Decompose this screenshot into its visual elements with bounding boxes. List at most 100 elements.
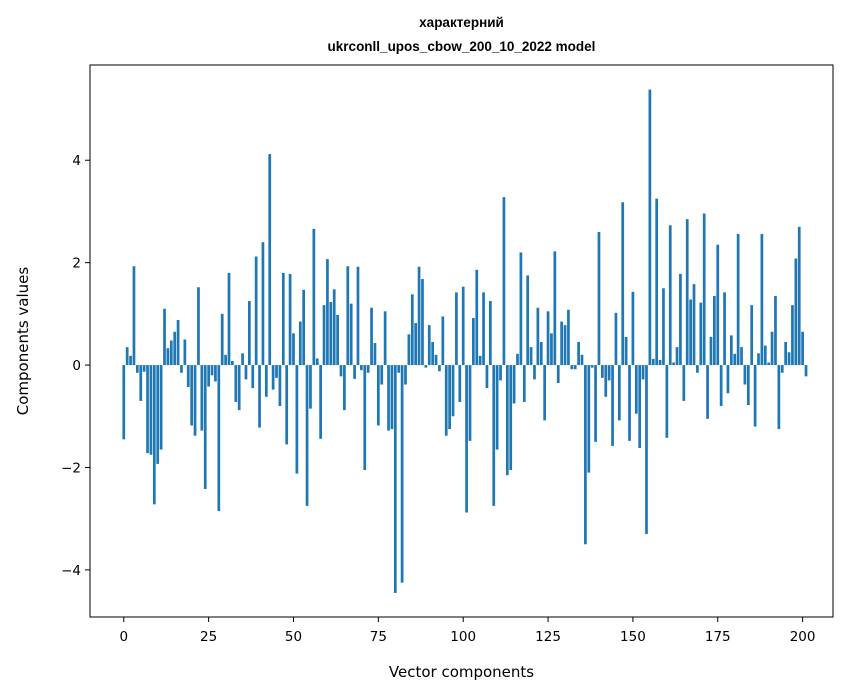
y-tick-label: 4 [72, 153, 81, 169]
bar-175 [716, 244, 720, 366]
bar-161 [668, 225, 672, 366]
x-tick-label: 50 [285, 629, 302, 645]
bar-62 [332, 289, 336, 366]
bar-56 [312, 228, 316, 366]
bar-36 [244, 365, 248, 380]
bar-113 [505, 365, 509, 476]
bar-110 [495, 365, 499, 450]
bar-81 [397, 365, 401, 373]
bar-87 [417, 266, 421, 366]
chart-title-line2: ukrconll_upos_cbow_200_10_2022 model [328, 39, 596, 54]
bar-163 [675, 347, 679, 366]
bar-137 [587, 365, 591, 473]
x-tick-label: 150 [620, 629, 646, 645]
bar-46 [278, 365, 282, 407]
bar-142 [604, 365, 608, 397]
bar-114 [509, 365, 513, 471]
bar-181 [736, 233, 740, 366]
y-axis-label: Components values [14, 267, 32, 416]
bar-61 [329, 302, 333, 366]
chart-title-line1: характерний [419, 15, 504, 30]
bar-93 [438, 365, 441, 372]
bar-101 [465, 365, 468, 513]
bar-72 [366, 365, 370, 373]
bar-6 [142, 365, 146, 372]
bar-188 [760, 233, 764, 366]
bar-30 [224, 354, 227, 366]
bar-15 [173, 331, 177, 366]
bar-29 [220, 313, 224, 366]
bar-73 [370, 307, 373, 366]
bar-8 [149, 365, 153, 455]
bar-104 [475, 269, 479, 366]
bar-49 [288, 273, 292, 366]
bar-172 [706, 365, 709, 419]
bar-51 [295, 365, 299, 474]
bar-171 [702, 213, 706, 366]
bar-39 [254, 256, 258, 366]
bar-22 [197, 287, 200, 366]
bar-48 [285, 365, 289, 445]
bar-23 [200, 365, 204, 431]
bar-5 [139, 365, 143, 401]
bar-10 [156, 365, 160, 464]
bar-14 [169, 340, 173, 366]
bar-1 [125, 347, 129, 366]
bar-198 [794, 258, 798, 366]
bar-134 [577, 342, 580, 366]
bar-178 [726, 365, 730, 394]
bar-89 [424, 365, 428, 368]
bar-98 [455, 292, 458, 366]
bar-195 [784, 342, 788, 366]
bar-0 [122, 365, 126, 440]
bar-128 [556, 365, 560, 383]
bar-174 [713, 295, 716, 366]
x-tick-label: 125 [535, 629, 561, 645]
bar-146 [617, 365, 621, 421]
bar-99 [458, 365, 462, 402]
bar-150 [631, 291, 635, 366]
bar-94 [441, 316, 445, 366]
bar-28 [217, 365, 221, 512]
bar-158 [658, 359, 662, 366]
bar-155 [648, 89, 652, 366]
bar-34 [237, 365, 241, 411]
bar-59 [322, 305, 326, 366]
bar-179 [729, 335, 733, 366]
bar-21 [193, 365, 197, 436]
y-tick-label: 2 [72, 256, 81, 272]
bar-7 [146, 365, 149, 454]
bar-92 [434, 354, 438, 366]
bar-26 [210, 365, 214, 376]
bar-16 [176, 320, 180, 366]
bar-180 [733, 353, 737, 366]
bar-197 [791, 305, 794, 366]
bar-166 [685, 219, 689, 366]
bar-105 [478, 355, 482, 366]
bar-32 [231, 360, 234, 366]
bar-193 [777, 365, 781, 430]
bar-118 [522, 365, 526, 402]
bar-91 [431, 342, 435, 366]
bar-88 [421, 279, 424, 366]
bar-45 [275, 365, 278, 378]
bar-53 [302, 289, 306, 366]
bar-18 [183, 339, 187, 366]
bar-138 [590, 365, 594, 368]
bar-108 [488, 301, 492, 366]
bar-191 [770, 331, 774, 366]
bar-182 [740, 347, 743, 366]
bar-43 [268, 154, 272, 366]
bar-124 [543, 365, 547, 421]
bar-140 [597, 231, 601, 366]
bar-11 [159, 365, 163, 450]
bar-184 [746, 365, 750, 406]
bar-55 [309, 365, 312, 409]
bar-103 [472, 317, 475, 366]
bar-47 [281, 272, 285, 366]
bar-131 [567, 309, 570, 366]
bar-132 [570, 365, 574, 370]
bar-25 [207, 365, 210, 387]
bar-148 [624, 336, 628, 366]
bar-149 [628, 365, 631, 441]
